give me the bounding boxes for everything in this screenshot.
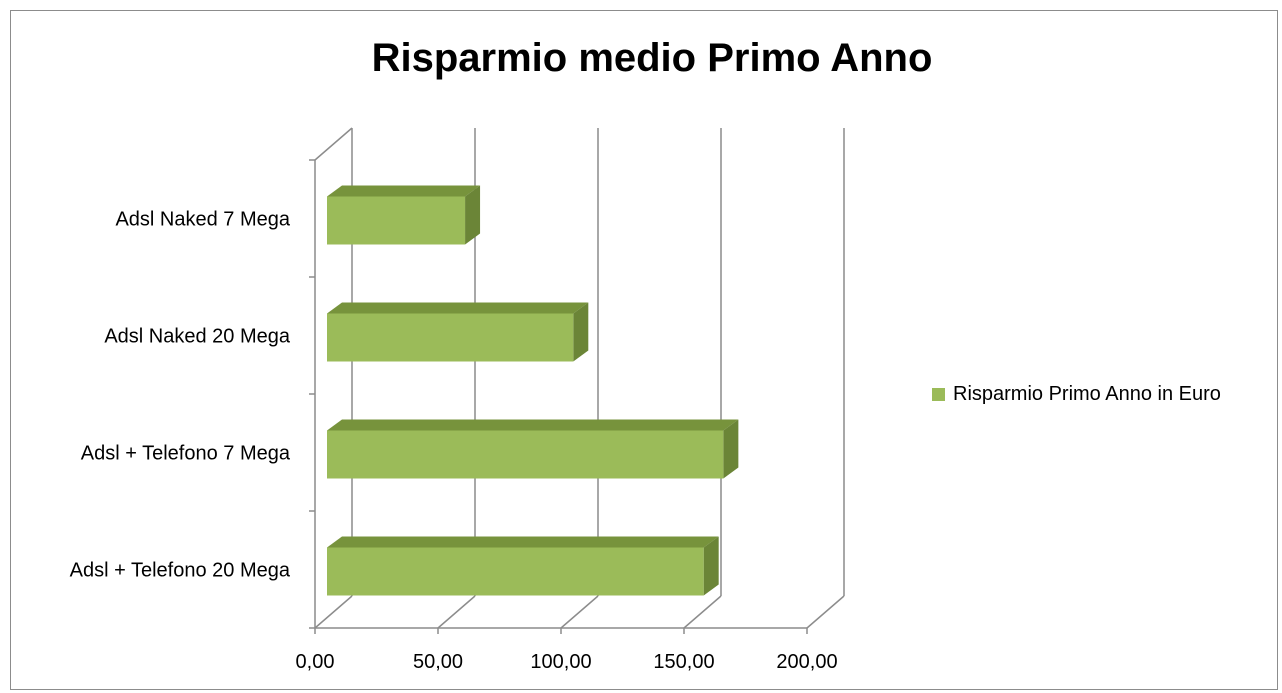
category-label: Adsl Naked 7 Mega bbox=[115, 209, 290, 231]
floor-gridline bbox=[314, 595, 353, 629]
category-label: Adsl + Telefono 7 Mega bbox=[81, 443, 291, 465]
floor-gridline bbox=[437, 595, 476, 629]
x-tick-label: 100,00 bbox=[530, 651, 591, 673]
legend: Risparmio Primo Anno in Euro bbox=[932, 383, 1221, 406]
bar-side-face bbox=[723, 419, 739, 479]
legend-label: Risparmio Primo Anno in Euro bbox=[953, 383, 1221, 405]
floor-gridline bbox=[560, 595, 599, 629]
category-label: Adsl + Telefono 20 Mega bbox=[70, 560, 291, 582]
bar-side-face bbox=[703, 536, 719, 596]
bar-top-face bbox=[327, 536, 719, 548]
bar-top-face bbox=[327, 302, 589, 314]
chart-title: Risparmio medio Primo Anno bbox=[371, 36, 933, 80]
floor-gridline bbox=[683, 595, 722, 629]
left-wall-top-edge bbox=[314, 127, 353, 161]
bar bbox=[327, 430, 724, 479]
bar bbox=[327, 547, 704, 596]
bar-top-face bbox=[327, 419, 739, 431]
x-tick-label: 0,00 bbox=[296, 651, 335, 673]
bar-side-face bbox=[573, 302, 589, 362]
floor-gridline bbox=[806, 595, 845, 629]
category-label: Adsl Naked 20 Mega bbox=[104, 326, 291, 348]
legend-swatch bbox=[932, 388, 945, 401]
bar-top-face bbox=[327, 185, 481, 197]
bar-side-face bbox=[465, 185, 481, 245]
x-tick-label: 50,00 bbox=[413, 651, 463, 673]
bar bbox=[327, 196, 466, 245]
bar bbox=[327, 313, 574, 362]
x-tick-label: 150,00 bbox=[653, 651, 714, 673]
x-tick-label: 200,00 bbox=[776, 651, 837, 673]
